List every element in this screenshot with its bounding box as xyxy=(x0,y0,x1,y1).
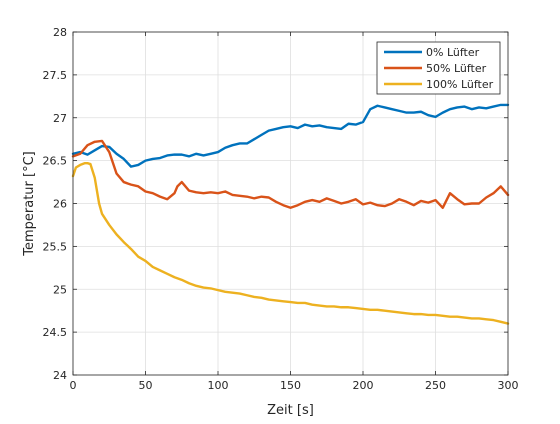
legend-label-0-fan: 0% Lüfter xyxy=(426,46,480,59)
y-tick-label: 25.5 xyxy=(43,240,68,253)
series-line-0-fan xyxy=(71,103,510,168)
x-tick-label: 250 xyxy=(425,379,446,392)
axis-ticks: 0 50 100 150 200 250 300 24 24.5 25 25.5 26 26.5 27 27… xyxy=(43,26,519,392)
legend-label-50-fan: 50% Lüfter xyxy=(426,62,487,75)
y-tick-label: 28 xyxy=(53,26,67,39)
y-tick-label: 26.5 xyxy=(43,155,68,168)
series-line-50-fan xyxy=(71,139,510,209)
legend-label-100-fan: 100% Lüfter xyxy=(426,78,494,91)
x-tick-label: 150 xyxy=(280,379,301,392)
y-tick-label: 26 xyxy=(53,198,67,211)
series-lines xyxy=(71,103,510,325)
x-tick-label: 300 xyxy=(498,379,519,392)
y-axis-label: Temperatur [°C] xyxy=(22,151,37,257)
x-axis-label: Zeit [s] xyxy=(267,403,314,418)
y-tick-label: 27.5 xyxy=(43,69,68,82)
y-tick-label: 24.5 xyxy=(43,326,68,339)
x-tick-label: 200 xyxy=(353,379,374,392)
x-tick-label: 100 xyxy=(208,379,229,392)
x-tick-label: 0 xyxy=(70,379,77,392)
y-tick-label: 25 xyxy=(53,283,67,296)
series-line-100-fan xyxy=(71,161,510,325)
y-tick-label: 27 xyxy=(53,112,67,125)
legend: 0% Lüfter 50% Lüfter 100% Lüfter xyxy=(376,41,501,95)
x-tick-label: 50 xyxy=(139,379,153,392)
y-tick-label: 24 xyxy=(53,369,67,382)
